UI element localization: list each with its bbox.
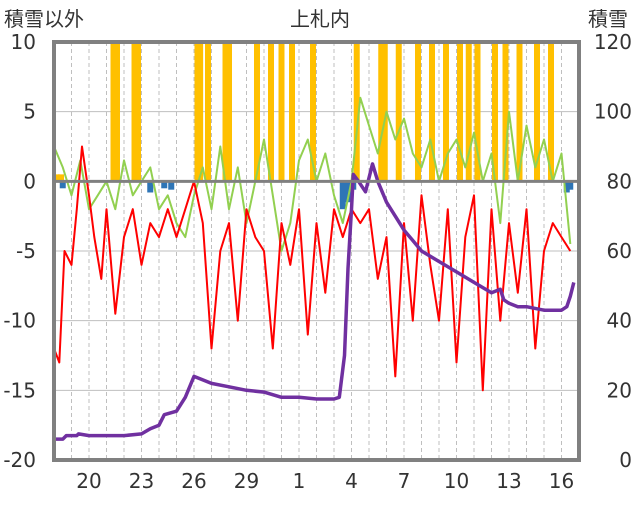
x-tick-label: 20 xyxy=(76,469,101,493)
precip-bar xyxy=(492,42,498,182)
chart-title: 上札内 xyxy=(290,7,350,31)
precip-bar xyxy=(278,42,285,182)
precip-bar xyxy=(567,181,574,190)
precip-bar xyxy=(222,42,229,182)
right-axis-label: 積雪 xyxy=(588,7,628,31)
precip-bar xyxy=(59,181,66,189)
precip-bar xyxy=(226,42,232,182)
precip-bar xyxy=(339,181,346,210)
line-layer xyxy=(53,96,576,441)
right-tick-label: 0 xyxy=(619,448,632,472)
series-line xyxy=(53,96,572,252)
x-tick-label: 26 xyxy=(181,469,206,493)
precip-bar xyxy=(53,174,60,182)
precip-bar xyxy=(168,181,175,190)
series-line xyxy=(53,145,572,392)
precip-bar xyxy=(254,42,260,182)
left-tick-label: 0 xyxy=(23,169,36,193)
left-tick-label: 5 xyxy=(23,100,36,124)
precip-bar xyxy=(563,181,570,193)
precip-bar xyxy=(310,42,316,182)
precip-bar xyxy=(548,42,554,182)
left-tick-label: -10 xyxy=(3,309,36,333)
x-tick-label: 7 xyxy=(398,469,411,493)
precip-bar xyxy=(457,42,463,182)
x-tick-label: 29 xyxy=(234,469,259,493)
x-tick-label: 10 xyxy=(444,469,469,493)
right-tick-label: 100 xyxy=(594,100,632,124)
plot-frame xyxy=(52,40,581,462)
x-tick-label: 13 xyxy=(496,469,521,493)
precip-bar xyxy=(131,42,138,182)
precip-bar xyxy=(147,181,154,193)
precip-bar xyxy=(395,42,402,182)
x-tick-label: 16 xyxy=(549,469,574,493)
precip-bar xyxy=(205,42,211,182)
precip-bar xyxy=(114,42,120,182)
bar-layer xyxy=(53,42,574,210)
precip-bar xyxy=(353,42,360,182)
right-tick-label: 80 xyxy=(607,169,632,193)
precip-bar xyxy=(135,42,141,182)
right-tick-label: 120 xyxy=(594,30,632,54)
left-tick-label: 10 xyxy=(11,30,36,54)
tick-layer: 10 5 0 -5 -10 -15 -20 120 100 80 60 40 20 0 20 23 26 29 1 4… xyxy=(3,30,632,493)
precip-bar xyxy=(429,42,435,182)
precip-bar xyxy=(289,42,295,182)
left-tick-label: -5 xyxy=(16,239,36,263)
left-tick-label: -15 xyxy=(3,378,36,402)
precip-bar xyxy=(465,42,472,182)
precip-bar xyxy=(110,42,117,182)
precip-bar xyxy=(345,181,351,203)
precip-bar xyxy=(516,42,523,182)
right-tick-label: 20 xyxy=(607,378,632,402)
precip-bar xyxy=(58,174,64,182)
precip-bar xyxy=(381,42,388,182)
right-tick-label: 40 xyxy=(607,309,632,333)
x-tick-label: 1 xyxy=(293,469,306,493)
x-tick-label: 4 xyxy=(345,469,358,493)
precip-bar xyxy=(161,181,168,189)
precip-bar xyxy=(502,42,509,182)
precip-bar xyxy=(268,42,274,182)
right-tick-label: 60 xyxy=(607,239,632,263)
precip-bar xyxy=(378,42,385,182)
snow-depth-line xyxy=(54,162,576,441)
left-tick-label: -20 xyxy=(3,448,36,472)
precip-bar xyxy=(534,42,540,182)
precip-bar xyxy=(443,42,449,182)
precip-bar xyxy=(415,42,421,182)
left-axis-label: 積雪以外 xyxy=(4,7,84,31)
x-tick-label: 23 xyxy=(129,469,154,493)
precip-bar xyxy=(197,42,204,182)
precip-bar xyxy=(474,42,481,182)
